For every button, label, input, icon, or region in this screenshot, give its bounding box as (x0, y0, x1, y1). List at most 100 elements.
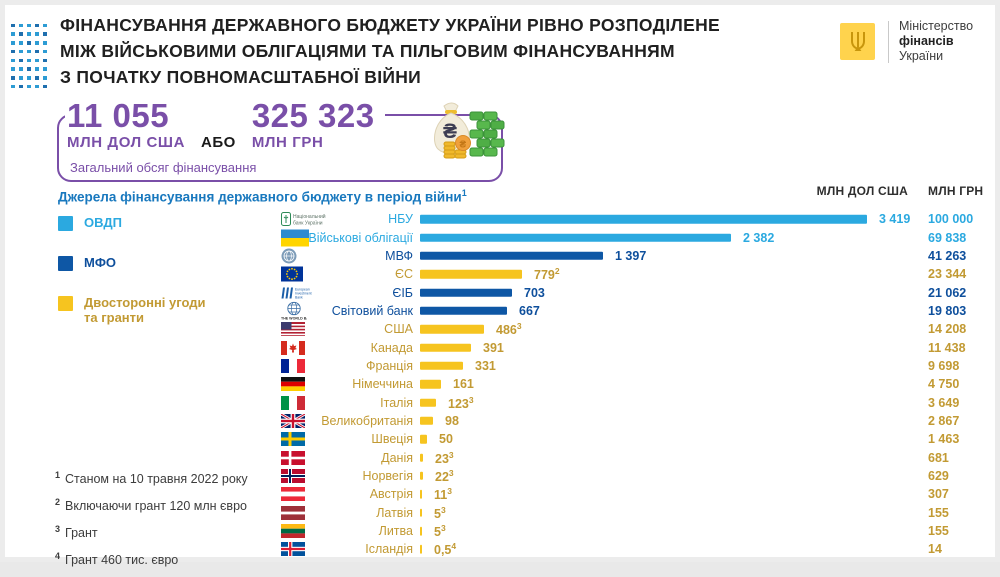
row-label: Ісландія (365, 542, 413, 557)
row-label: Німеччина (352, 377, 413, 392)
row-label: Франція (365, 358, 413, 373)
row-usd-value: 4863 (496, 321, 522, 338)
dot (27, 23, 31, 28)
dot (27, 84, 31, 89)
row-uah-value: 11 438 (928, 340, 966, 355)
dot (43, 32, 47, 36)
footnote-text: Грант 460 тис. євро (65, 553, 179, 568)
ca-flag-icon (281, 340, 305, 355)
totals: 11 055 МЛН ДОЛ США АБО 325 323 МЛН ГРН (65, 99, 385, 152)
at-flag-icon (281, 487, 305, 502)
row-uah-value: 681 (928, 450, 949, 465)
nbu-flag-icon: Національний банк України (281, 212, 333, 227)
logo-divider (888, 20, 889, 63)
or-label: АБО (201, 134, 236, 151)
row-bar (420, 471, 423, 481)
legend-label: ОВДП (84, 215, 122, 230)
dot (11, 23, 15, 28)
dot (19, 49, 23, 54)
chart-row: Латвія 53 155 (0, 504, 1000, 522)
footnote-4: 4 Грант 460 тис. євро (55, 551, 179, 568)
chart-legend: ОВДП МФО Двосторонні угоди та гранти (58, 215, 206, 349)
row-uah-value: 3 649 (928, 395, 960, 410)
chart-row: Франція 331 9 698 (0, 357, 1000, 375)
dot (43, 41, 47, 45)
dot (27, 41, 31, 45)
row-bar (420, 398, 436, 407)
dot (43, 58, 47, 63)
dot (11, 41, 15, 45)
eib-flag-icon: European Investment Bank (281, 285, 315, 301)
dot (19, 76, 23, 80)
dot (27, 67, 31, 71)
row-usd-value: 1233 (448, 394, 474, 411)
chart-title: Джерела фінансування державного бюджету … (58, 188, 467, 205)
row-bar (420, 416, 433, 426)
row-usd-value: 3 419 (879, 212, 911, 227)
dot (19, 84, 23, 89)
trident-icon (840, 23, 875, 60)
row-uah-value: 21 062 (928, 285, 967, 300)
row-label: Норвегія (362, 468, 414, 483)
row-label: НБУ (388, 212, 413, 227)
ua-flag-icon (281, 229, 309, 247)
row-usd-value: 223 (435, 467, 454, 485)
svg-text:Investment: Investment (295, 291, 312, 295)
row-uah-value: 629 (928, 468, 949, 483)
chart-row: European Investment Bank ЄІБ 703 21 062 (0, 283, 1000, 301)
row-label: Литва (378, 524, 413, 539)
row-uah-value: 69 838 (928, 230, 967, 245)
chart-row: Швеція 50 1 463 (0, 430, 1000, 448)
row-usd-value: 113 (434, 486, 452, 503)
row-bar (420, 508, 422, 517)
row-label: Канада (370, 340, 413, 355)
page-title: ФІНАНСУВАННЯ ДЕРЖАВНОГО БЮДЖЕТУ УКРАЇНИ … (60, 12, 820, 90)
chart-row: МВФ 1 397 41 263 (0, 247, 1000, 265)
footnote-text: Станом на 10 травня 2022 року (65, 472, 248, 487)
chart-row: THE WORLD BANK Світовий банк 667 19 803 (0, 301, 1000, 320)
row-bar (420, 343, 471, 352)
row-label: Великобританія (321, 413, 413, 428)
dot (35, 32, 39, 36)
row-uah-value: 2 867 (928, 413, 960, 428)
row-label: Латвія (376, 505, 413, 520)
dot (27, 49, 31, 54)
imf-flag-icon (281, 248, 297, 264)
usd-total: 11 055 МЛН ДОЛ США (67, 99, 185, 152)
dot (19, 23, 23, 28)
legend-item-mfo: МФО (58, 255, 206, 271)
row-bar (420, 380, 441, 389)
row-usd-value: 233 (435, 449, 454, 466)
uk-flag-icon (280, 412, 306, 430)
row-bar (420, 545, 422, 554)
dot (11, 67, 15, 71)
row-label: Австрія (369, 487, 413, 502)
us-flag-icon (281, 322, 305, 337)
row-bar (420, 361, 463, 371)
legend-swatch-ovdp (58, 216, 73, 231)
dot (35, 49, 39, 54)
row-bar (420, 435, 427, 444)
se-flag-icon (281, 432, 305, 447)
row-uah-value: 41 263 (928, 248, 967, 263)
row-label: ЄС (394, 267, 413, 282)
chart-row: Німеччина 161 4 750 (0, 375, 1000, 393)
dot (19, 67, 23, 71)
dot (43, 76, 47, 80)
chart-rows: Національний банк України НБУ 3 419 100 000 В… (0, 210, 1000, 559)
dot (43, 49, 47, 54)
row-label: США (384, 322, 413, 337)
row-label: ЄІБ (392, 285, 413, 300)
row-usd-value: 391 (483, 340, 504, 355)
row-uah-value: 9 698 (928, 358, 960, 373)
row-bar (420, 490, 422, 499)
row-uah-value: 155 (928, 524, 949, 539)
wb-flag-icon: THE WORLD BANK (281, 301, 315, 320)
row-bar (420, 324, 484, 334)
row-uah-value: 4 750 (928, 377, 960, 392)
is-flag-icon (281, 542, 305, 557)
row-usd-value: 667 (519, 303, 540, 318)
row-uah-value: 1 463 (928, 432, 960, 447)
chart-row: Великобританія 98 2 867 (0, 412, 1000, 430)
footnote-3: 3 Грант (55, 524, 98, 541)
